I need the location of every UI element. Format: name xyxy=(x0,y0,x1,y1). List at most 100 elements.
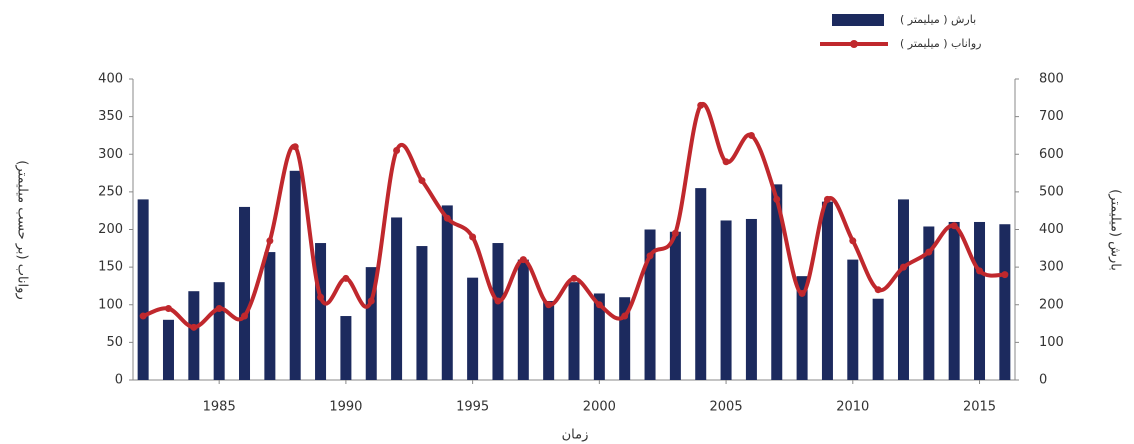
bar xyxy=(441,205,453,380)
bar xyxy=(492,243,504,380)
bar xyxy=(796,276,808,380)
line-marker xyxy=(950,222,958,230)
bar xyxy=(644,229,656,380)
x-tick-label: 2005 xyxy=(710,400,743,415)
bar xyxy=(720,220,732,380)
line-marker xyxy=(899,263,907,271)
line-marker xyxy=(190,323,198,331)
y2-tick-label: 500 xyxy=(1039,184,1064,199)
bar xyxy=(162,319,174,380)
legend-swatch xyxy=(832,14,884,26)
line-marker xyxy=(367,297,375,305)
bar xyxy=(315,243,327,380)
legend-label: بارش ( میلیمتر ) xyxy=(900,13,976,26)
x-tick-label: 1990 xyxy=(329,400,362,415)
bar xyxy=(289,170,301,380)
y2-tick-label: 300 xyxy=(1039,260,1064,275)
y2-tick-label: 200 xyxy=(1039,297,1064,312)
line-marker xyxy=(874,286,882,294)
bar xyxy=(188,291,200,380)
x-tick-label: 2015 xyxy=(963,400,996,415)
line-marker xyxy=(266,237,274,245)
x-tick-label: 2000 xyxy=(583,400,616,415)
bar xyxy=(391,217,403,380)
line-marker xyxy=(849,237,857,245)
line-marker xyxy=(646,252,654,260)
line-marker xyxy=(697,101,705,109)
line-marker xyxy=(570,274,578,282)
y-tick-label: 100 xyxy=(98,297,123,312)
bar xyxy=(213,282,225,380)
y-axis-label: رواناب (بر حسب میلیمتر) xyxy=(15,160,30,299)
bar xyxy=(593,293,605,380)
line-marker xyxy=(291,143,299,151)
line-marker xyxy=(925,248,933,256)
x-tick-label: 1985 xyxy=(203,400,236,415)
legend-swatch xyxy=(850,40,858,48)
x-tick-label: 1995 xyxy=(456,400,489,415)
y2-tick-label: 600 xyxy=(1039,147,1064,162)
line-marker xyxy=(798,289,806,297)
line-marker xyxy=(164,305,172,313)
y2-tick-label: 700 xyxy=(1039,109,1064,124)
y-tick-label: 50 xyxy=(106,335,123,350)
y-tick-label: 0 xyxy=(115,373,123,388)
line-marker xyxy=(519,256,527,264)
bar xyxy=(517,259,529,380)
line-marker xyxy=(317,293,325,301)
bar xyxy=(239,206,251,380)
bar xyxy=(999,224,1011,380)
bar xyxy=(340,316,352,380)
y2-tick-label: 400 xyxy=(1039,222,1064,237)
y2-tick-label: 800 xyxy=(1039,72,1064,87)
line-marker xyxy=(747,131,755,139)
line-marker xyxy=(621,312,629,320)
bar xyxy=(847,259,859,380)
line-marker xyxy=(823,195,831,203)
y-tick-label: 350 xyxy=(98,109,123,124)
y-tick-label: 250 xyxy=(98,184,123,199)
line-marker xyxy=(139,312,147,320)
bar xyxy=(974,221,986,380)
bar xyxy=(923,226,935,380)
line-marker xyxy=(469,233,477,241)
line-marker xyxy=(976,267,984,275)
y2-tick-label: 100 xyxy=(1039,335,1064,350)
line-marker xyxy=(545,301,553,309)
line-marker xyxy=(773,195,781,203)
bar xyxy=(695,188,707,380)
line-marker xyxy=(671,229,679,237)
y-tick-label: 150 xyxy=(98,260,123,275)
bar xyxy=(543,300,555,380)
bar xyxy=(771,184,783,380)
x-axis-label: زمان xyxy=(562,428,589,443)
bar xyxy=(821,201,833,380)
y2-axis-label: بارش (میلیمتر) xyxy=(1108,189,1123,271)
y-tick-label: 400 xyxy=(98,72,123,87)
line-marker xyxy=(595,301,603,309)
line-marker xyxy=(443,214,451,222)
y-tick-label: 200 xyxy=(98,222,123,237)
bar xyxy=(872,298,884,380)
line-marker xyxy=(1001,271,1009,279)
bar xyxy=(619,297,631,380)
bar xyxy=(264,252,276,380)
y2-tick-label: 0 xyxy=(1039,373,1047,388)
line-marker xyxy=(241,312,249,320)
bar xyxy=(365,267,377,380)
bar xyxy=(568,282,580,380)
line-marker xyxy=(215,305,223,313)
bar xyxy=(137,199,149,380)
line-marker xyxy=(494,297,502,305)
line-marker xyxy=(418,177,426,185)
bar xyxy=(416,246,428,380)
bar xyxy=(745,218,757,380)
legend-label: رواناب ( میلیمتر ) xyxy=(900,37,981,50)
bar xyxy=(897,199,909,380)
x-tick-label: 2010 xyxy=(836,400,869,415)
line-marker xyxy=(393,146,401,154)
bar xyxy=(669,231,681,380)
bar xyxy=(467,277,479,380)
bar xyxy=(948,221,960,380)
